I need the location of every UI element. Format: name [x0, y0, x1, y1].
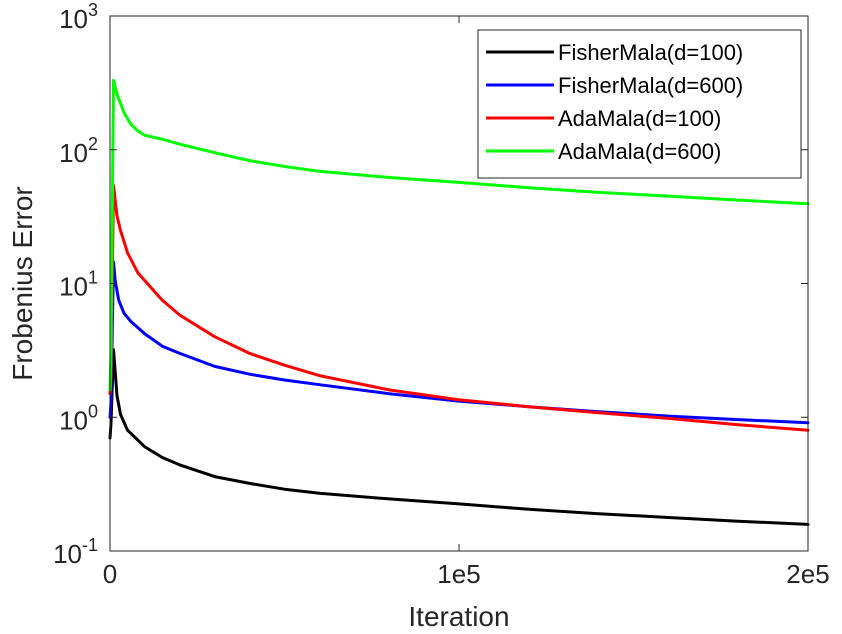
- y-tick-label: 101: [59, 268, 98, 302]
- legend-label: AdaMala(d=100): [558, 106, 721, 131]
- legend-label: FisherMala(d=100): [558, 40, 743, 65]
- legend-box: [477, 29, 802, 179]
- series-line-4: [108, 78, 810, 392]
- ticks-layer: 0 1e5 2e5 10-1 100 101 102 103: [53, 0, 830, 589]
- legend-label: FisherMala(d=600): [558, 73, 743, 98]
- series-layer: [108, 78, 810, 526]
- y-tick-label: 102: [59, 134, 98, 168]
- y-axis-label: Frobenius Error: [7, 186, 38, 381]
- x-tick-label: 1e5: [437, 559, 480, 589]
- y-tick-label: 100: [59, 401, 98, 435]
- y-tick-label: 10-1: [53, 535, 98, 569]
- legend: FisherMala(d=100) FisherMala(d=600) AdaMal…: [477, 29, 802, 179]
- x-tick-label: 0: [103, 559, 117, 589]
- x-tick-label: 2e5: [786, 559, 829, 589]
- x-axis-label: Iteration: [408, 601, 509, 632]
- legend-label: AdaMala(d=600): [558, 139, 721, 164]
- series-line-3: [108, 184, 810, 432]
- y-tick-label: 103: [59, 0, 98, 34]
- series-line-1: [108, 348, 810, 526]
